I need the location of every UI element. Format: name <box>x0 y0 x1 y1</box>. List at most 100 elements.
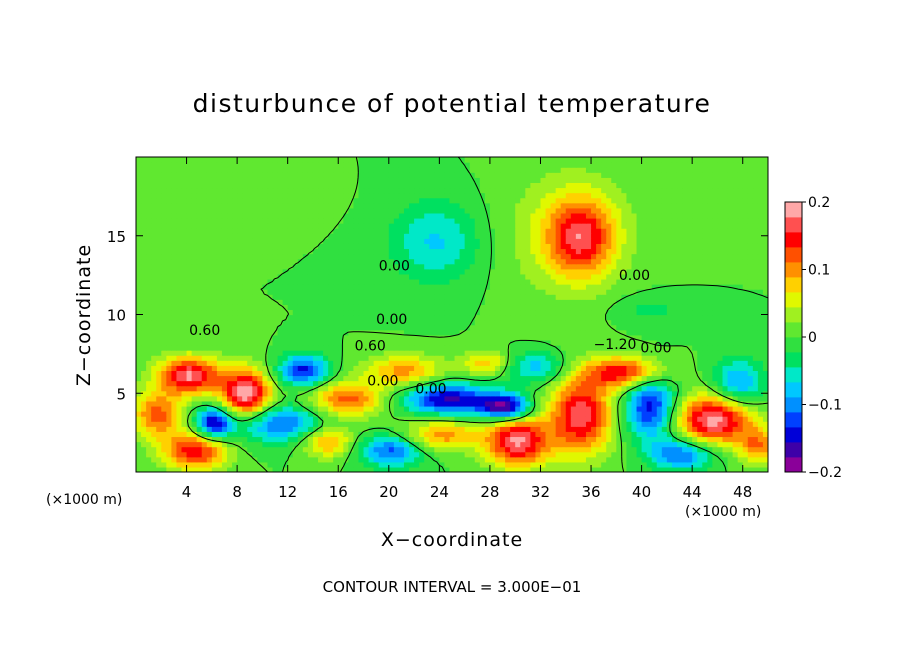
heatmap-cell <box>565 431 572 438</box>
heatmap-cell <box>307 375 314 382</box>
heatmap-cell <box>712 339 719 346</box>
heatmap-cell <box>616 395 622 402</box>
heatmap-cell <box>712 278 719 285</box>
heatmap-cell <box>227 385 233 392</box>
heatmap-cell <box>666 268 673 275</box>
heatmap-cell <box>687 370 693 377</box>
heatmap-cell <box>378 466 385 472</box>
heatmap-cell <box>510 441 516 448</box>
heatmap-cell <box>692 395 698 402</box>
heatmap-cell <box>474 456 481 463</box>
heatmap-cell <box>661 441 668 448</box>
heatmap-cell <box>550 385 557 392</box>
heatmap-cell <box>454 355 461 361</box>
heatmap-cell <box>646 390 653 397</box>
heatmap-cell <box>545 324 552 331</box>
heatmap-cell <box>570 304 577 311</box>
heatmap-cell <box>393 268 400 275</box>
heatmap-cell <box>555 385 562 392</box>
heatmap-cell <box>292 273 299 280</box>
heatmap-cell <box>520 309 526 316</box>
heatmap-cell <box>469 380 476 387</box>
heatmap-cell <box>641 289 648 295</box>
heatmap-cell <box>419 314 425 321</box>
heatmap-cell <box>560 405 567 412</box>
heatmap-cell <box>550 284 557 290</box>
heatmap-cell <box>368 380 375 387</box>
heatmap-cell <box>328 456 334 463</box>
heatmap-cell <box>277 314 284 321</box>
heatmap-cell <box>383 451 390 458</box>
heatmap-cell <box>717 319 724 326</box>
heatmap-cell <box>136 421 142 427</box>
heatmap-cell <box>136 289 142 295</box>
heatmap-cell <box>525 431 531 438</box>
heatmap-cell <box>727 289 734 295</box>
heatmap-cell <box>247 319 253 326</box>
heatmap-cell <box>505 426 511 432</box>
heatmap-cell <box>500 360 506 366</box>
heatmap-cell <box>196 461 203 468</box>
heatmap-cell <box>156 380 162 387</box>
heatmap-cell <box>464 289 471 295</box>
heatmap-cell <box>520 284 526 290</box>
heatmap-cell <box>676 319 683 326</box>
heatmap-cell <box>419 319 425 326</box>
heatmap-cell <box>429 289 435 295</box>
heatmap-cell <box>216 426 223 432</box>
heatmap-cell <box>151 375 157 382</box>
heatmap-cell <box>378 400 385 407</box>
heatmap-cell <box>459 446 466 453</box>
heatmap-cell <box>489 299 496 305</box>
heatmap-cell <box>221 284 228 290</box>
heatmap-cell <box>292 324 299 331</box>
heatmap-cell <box>697 426 703 432</box>
heatmap-cell <box>454 339 461 346</box>
heatmap-cell <box>292 360 299 366</box>
heatmap-cell <box>591 365 597 371</box>
heatmap-cell <box>333 289 339 295</box>
heatmap-cell <box>146 456 152 463</box>
heatmap-cell <box>732 395 739 402</box>
heatmap-cell <box>419 421 425 427</box>
heatmap-cell <box>328 421 334 427</box>
heatmap-cell <box>727 441 734 448</box>
heatmap-cell <box>474 395 481 402</box>
heatmap-cell <box>368 299 375 305</box>
heatmap-cell <box>474 370 481 377</box>
heatmap-cell <box>201 466 208 472</box>
heatmap-cell <box>646 395 653 402</box>
heatmap-cell <box>762 284 768 290</box>
heatmap-cell <box>666 289 673 295</box>
heatmap-cell <box>388 375 395 382</box>
heatmap-cell <box>474 405 481 412</box>
heatmap-cell <box>530 278 537 285</box>
heatmap-cell <box>666 411 673 417</box>
heatmap-cell <box>616 436 622 443</box>
heatmap-cell <box>510 436 516 443</box>
heatmap-cell <box>373 400 380 407</box>
heatmap-cell <box>762 436 768 443</box>
heatmap-cell <box>146 334 152 341</box>
heatmap-cell <box>353 375 360 382</box>
heatmap-cell <box>171 268 178 275</box>
heatmap-cell <box>237 289 243 295</box>
heatmap-cell <box>216 370 223 377</box>
heatmap-cell <box>550 416 557 422</box>
heatmap-cell <box>216 360 223 366</box>
heatmap-cell <box>166 411 172 417</box>
heatmap-cell <box>601 421 607 427</box>
heatmap-cell <box>464 395 471 402</box>
heatmap-cell <box>272 365 279 371</box>
heatmap-cell <box>237 400 243 407</box>
heatmap-cell <box>176 400 183 407</box>
heatmap-cell <box>682 421 688 427</box>
heatmap-cell <box>328 289 334 295</box>
heatmap-cell <box>206 431 213 438</box>
heatmap-cell <box>287 395 294 402</box>
heatmap-cell <box>257 426 263 432</box>
heatmap-cell <box>156 334 162 341</box>
heatmap-cell <box>692 268 698 275</box>
heatmap-cell <box>211 451 218 458</box>
heatmap-cell <box>302 441 309 448</box>
